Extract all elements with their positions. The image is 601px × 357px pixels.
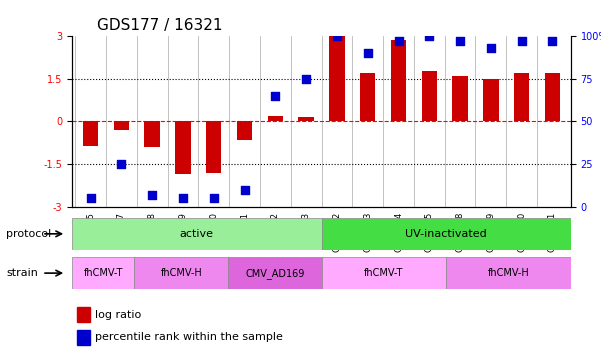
FancyBboxPatch shape xyxy=(446,257,571,289)
FancyBboxPatch shape xyxy=(322,218,571,250)
Point xyxy=(301,76,311,81)
Text: percentile rank within the sample: percentile rank within the sample xyxy=(94,332,282,342)
Bar xyxy=(175,121,191,174)
Text: fhCMV-T: fhCMV-T xyxy=(84,268,123,278)
FancyBboxPatch shape xyxy=(322,257,446,289)
Point xyxy=(86,196,96,201)
Point xyxy=(363,50,373,56)
Point xyxy=(240,187,249,193)
Text: UV-inactivated: UV-inactivated xyxy=(405,229,487,239)
Text: CMV_AD169: CMV_AD169 xyxy=(245,268,305,278)
Point xyxy=(517,38,526,44)
Point xyxy=(424,33,434,39)
Bar xyxy=(77,330,90,345)
FancyBboxPatch shape xyxy=(72,218,322,250)
Bar xyxy=(360,73,376,121)
Point xyxy=(486,45,496,51)
Text: fhCMV-H: fhCMV-H xyxy=(488,268,529,278)
Bar xyxy=(514,73,529,121)
Bar xyxy=(144,121,160,147)
FancyBboxPatch shape xyxy=(228,257,322,289)
Text: fhCMV-T: fhCMV-T xyxy=(364,268,404,278)
Bar xyxy=(329,36,344,121)
Text: active: active xyxy=(180,229,214,239)
Point xyxy=(270,93,280,99)
Text: GDS177 / 16321: GDS177 / 16321 xyxy=(97,18,222,33)
Point xyxy=(548,38,557,44)
Point xyxy=(209,196,219,201)
Text: fhCMV-H: fhCMV-H xyxy=(160,268,202,278)
Point xyxy=(178,196,188,201)
FancyBboxPatch shape xyxy=(72,257,135,289)
Text: strain: strain xyxy=(6,268,38,278)
Bar xyxy=(483,79,499,121)
Point xyxy=(456,38,465,44)
Text: log ratio: log ratio xyxy=(94,310,141,320)
Bar xyxy=(545,73,560,121)
Point xyxy=(147,192,157,198)
Bar xyxy=(267,116,283,121)
Bar xyxy=(422,71,437,121)
Bar xyxy=(453,76,468,121)
Point xyxy=(117,161,126,167)
Bar xyxy=(237,121,252,140)
Bar xyxy=(114,121,129,130)
Text: protocol: protocol xyxy=(6,229,51,239)
Point xyxy=(332,33,342,39)
Bar xyxy=(206,121,221,173)
FancyBboxPatch shape xyxy=(135,257,228,289)
Point xyxy=(394,38,403,44)
Bar xyxy=(299,117,314,121)
Bar xyxy=(391,40,406,121)
Bar xyxy=(83,121,99,146)
Bar xyxy=(77,307,90,322)
